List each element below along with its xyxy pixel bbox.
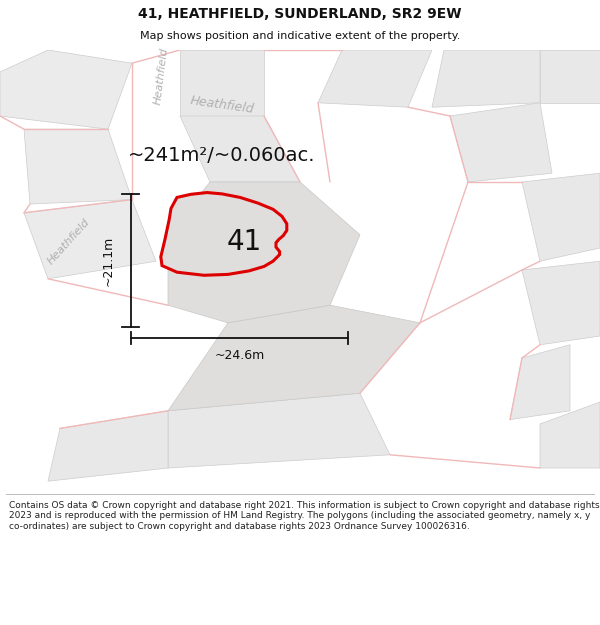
Polygon shape	[510, 345, 570, 419]
Polygon shape	[432, 50, 540, 108]
Polygon shape	[450, 102, 552, 182]
Text: ~21.1m: ~21.1m	[101, 236, 115, 286]
Polygon shape	[161, 192, 287, 275]
Polygon shape	[24, 129, 132, 204]
Polygon shape	[168, 305, 420, 411]
Polygon shape	[318, 50, 432, 108]
Polygon shape	[168, 393, 390, 468]
Polygon shape	[24, 199, 156, 279]
Polygon shape	[522, 173, 600, 261]
Polygon shape	[180, 50, 264, 116]
Polygon shape	[0, 50, 132, 129]
Polygon shape	[180, 116, 300, 182]
Text: 41, HEATHFIELD, SUNDERLAND, SR2 9EW: 41, HEATHFIELD, SUNDERLAND, SR2 9EW	[138, 8, 462, 21]
Text: ~24.6m: ~24.6m	[214, 349, 265, 362]
Text: ~241m²/~0.060ac.: ~241m²/~0.060ac.	[128, 146, 316, 165]
Text: Map shows position and indicative extent of the property.: Map shows position and indicative extent…	[140, 31, 460, 41]
Polygon shape	[48, 411, 168, 481]
Text: 41: 41	[226, 228, 262, 256]
Text: Contains OS data © Crown copyright and database right 2021. This information is : Contains OS data © Crown copyright and d…	[9, 501, 599, 531]
Text: Heathfield: Heathfield	[189, 94, 255, 116]
Polygon shape	[540, 50, 600, 102]
Text: Heathfield: Heathfield	[46, 217, 92, 266]
Polygon shape	[168, 182, 360, 322]
Polygon shape	[540, 402, 600, 468]
Polygon shape	[522, 261, 600, 345]
Text: Heathfield: Heathfield	[152, 48, 169, 106]
